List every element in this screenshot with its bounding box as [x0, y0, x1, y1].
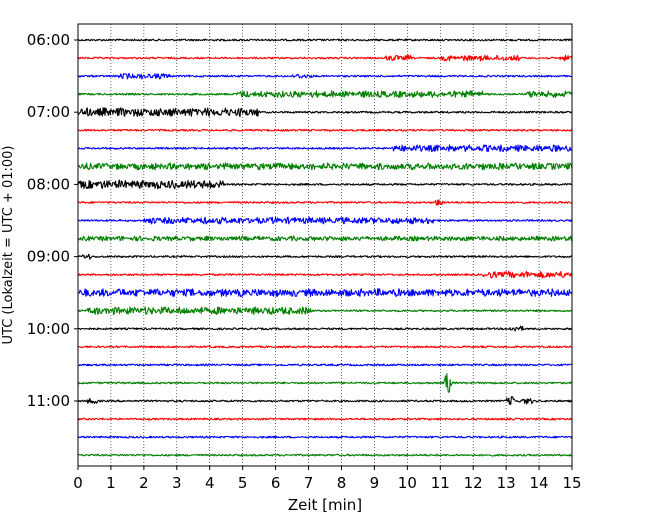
x-tick-label: 7: [304, 474, 314, 492]
y-axis-ticks: 06:00 07:00 08:00 09:00 10:00 11:00: [27, 31, 78, 410]
trace-0615: [77, 54, 573, 62]
trace-0730: [77, 144, 573, 153]
trace-1045: [77, 373, 573, 393]
trace-0700: [77, 107, 573, 118]
x-tick-label: 10: [398, 474, 417, 492]
trace-1145: [77, 453, 573, 457]
trace-0630: [77, 72, 573, 80]
trace-0715: [77, 128, 573, 132]
x-tick-label: 2: [139, 474, 149, 492]
trace-1030: [77, 363, 573, 367]
x-tick-label: 11: [431, 474, 450, 492]
plot-frame: [77, 23, 573, 467]
y-tick-label: 06:00: [27, 31, 70, 49]
trace-1015: [77, 345, 573, 349]
trace-0645: [77, 90, 573, 98]
x-tick-label: 6: [271, 474, 281, 492]
x-tick-label: 14: [530, 474, 549, 492]
trace-0845: [77, 235, 573, 242]
x-tick-label: 15: [562, 474, 581, 492]
y-tick-label: 10:00: [27, 320, 70, 338]
x-tick-label: 8: [337, 474, 347, 492]
x-tick-label: 3: [172, 474, 182, 492]
trace-1100: [77, 396, 573, 406]
x-tick-label: 13: [497, 474, 516, 492]
y-tick-label: 09:00: [27, 248, 70, 266]
trace-0915: [77, 270, 573, 279]
x-tick-label: 1: [106, 474, 116, 492]
x-tick-label: 5: [238, 474, 248, 492]
x-axis-label: Zeit [min]: [288, 496, 362, 514]
y-axis-label: UTC (Lokalzeit = UTC + 01:00): [1, 146, 16, 345]
trace-0815: [77, 199, 573, 206]
x-tick-label: 12: [464, 474, 483, 492]
trace-0745: [77, 162, 573, 171]
trace-0800: [77, 179, 573, 190]
x-tick-label: 0: [73, 474, 83, 492]
trace-0830: [77, 216, 573, 225]
x-tick-label: 4: [205, 474, 215, 492]
trace-0930: [77, 288, 573, 298]
traces-group: [77, 38, 573, 457]
trace-0945: [77, 306, 573, 316]
trace-1115: [77, 417, 573, 421]
y-tick-label: 11:00: [27, 392, 70, 410]
trace-1130: [77, 435, 573, 439]
trace-0600: [77, 38, 573, 42]
x-tick-label: 9: [370, 474, 380, 492]
trace-0900: [77, 253, 573, 260]
x-axis-ticks: 0 1 2 3 4 5 6 7 8 9 10 11 12 13 14 15: [73, 466, 582, 492]
y-tick-label: 08:00: [27, 175, 70, 193]
trace-1000: [77, 325, 573, 332]
y-tick-label: 07:00: [27, 103, 70, 121]
